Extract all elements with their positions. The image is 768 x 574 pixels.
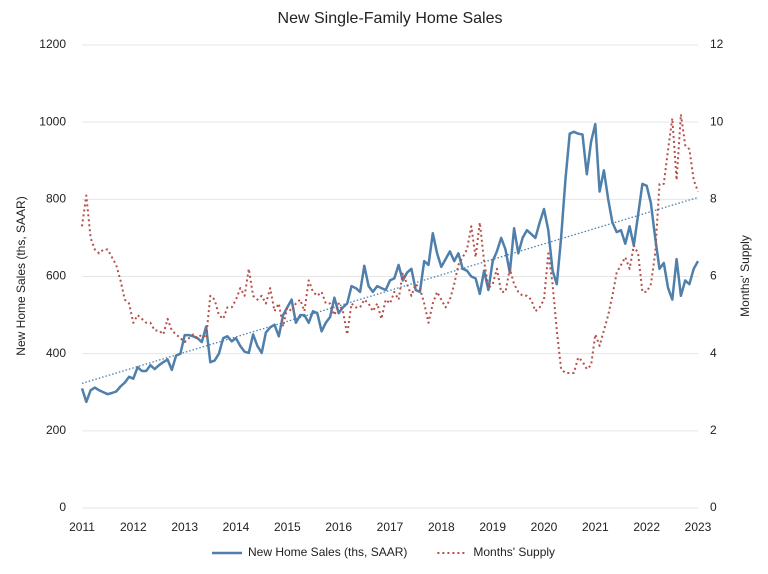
y-tick-label: 800 <box>46 192 66 206</box>
x-tick-label: 2019 <box>479 520 506 534</box>
x-tick-label: 2022 <box>633 520 660 534</box>
y2-tick-label: 12 <box>710 37 724 51</box>
y2-tick-label: 0 <box>710 500 717 514</box>
legend-label: Months' Supply <box>473 545 555 559</box>
x-tick-label: 2012 <box>120 520 147 534</box>
x-tick-label: 2013 <box>171 520 198 534</box>
y2-tick-label: 2 <box>710 423 717 437</box>
y-tick-label: 1000 <box>39 114 66 128</box>
x-tick-label: 2021 <box>582 520 609 534</box>
y2-tick-label: 8 <box>710 192 717 206</box>
y-tick-label: 600 <box>46 269 66 283</box>
y-tick-label: 400 <box>46 346 66 360</box>
x-tick-label: 2023 <box>685 520 712 534</box>
y2-tick-label: 6 <box>710 269 717 283</box>
y2-tick-label: 10 <box>710 114 724 128</box>
x-tick-label: 2020 <box>531 520 558 534</box>
x-tick-label: 2015 <box>274 520 301 534</box>
x-tick-label: 2016 <box>325 520 352 534</box>
y-tick-label: 1200 <box>39 37 66 51</box>
trendline <box>81 196 699 384</box>
chart-title: New Single-Family Home Sales <box>278 10 503 27</box>
y2-tick-label: 4 <box>710 346 717 360</box>
x-tick-label: 2018 <box>428 520 455 534</box>
y-tick-label: 200 <box>46 423 66 437</box>
series-line <box>80 122 700 404</box>
x-tick-label: 2011 <box>69 520 95 534</box>
legend-label: New Home Sales (ths, SAAR) <box>248 545 407 559</box>
y2-axis-label: Months' Supply <box>738 235 752 317</box>
y-axis-label: New Home Sales (ths, SAAR) <box>14 196 28 355</box>
series-line <box>81 113 699 374</box>
x-tick-label: 2014 <box>223 520 250 534</box>
x-tick-label: 2017 <box>377 520 404 534</box>
y-tick-label: 0 <box>59 500 66 514</box>
